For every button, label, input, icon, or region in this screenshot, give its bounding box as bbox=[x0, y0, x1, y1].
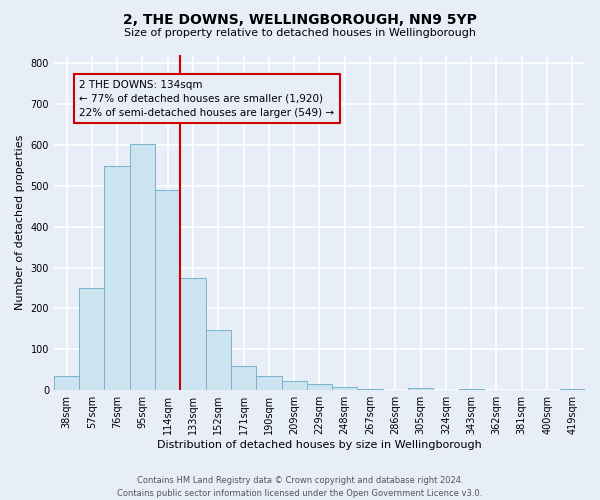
Bar bbox=[79, 288, 104, 390]
Bar bbox=[281, 381, 307, 390]
Bar bbox=[54, 376, 79, 390]
Text: 2 THE DOWNS: 134sqm
← 77% of detached houses are smaller (1,920)
22% of semi-det: 2 THE DOWNS: 134sqm ← 77% of detached ho… bbox=[79, 80, 334, 118]
Bar bbox=[256, 376, 281, 390]
Bar bbox=[181, 278, 206, 390]
Y-axis label: Number of detached properties: Number of detached properties bbox=[15, 135, 25, 310]
Text: Contains HM Land Registry data © Crown copyright and database right 2024.
Contai: Contains HM Land Registry data © Crown c… bbox=[118, 476, 482, 498]
Bar bbox=[332, 387, 358, 390]
Bar bbox=[155, 190, 181, 390]
Text: 2, THE DOWNS, WELLINGBOROUGH, NN9 5YP: 2, THE DOWNS, WELLINGBOROUGH, NN9 5YP bbox=[123, 12, 477, 26]
Bar bbox=[231, 366, 256, 390]
X-axis label: Distribution of detached houses by size in Wellingborough: Distribution of detached houses by size … bbox=[157, 440, 482, 450]
Bar bbox=[358, 389, 383, 390]
Bar bbox=[408, 388, 433, 390]
Text: Size of property relative to detached houses in Wellingborough: Size of property relative to detached ho… bbox=[124, 28, 476, 38]
Bar bbox=[104, 166, 130, 390]
Bar bbox=[130, 144, 155, 390]
Bar bbox=[206, 330, 231, 390]
Bar bbox=[307, 384, 332, 390]
